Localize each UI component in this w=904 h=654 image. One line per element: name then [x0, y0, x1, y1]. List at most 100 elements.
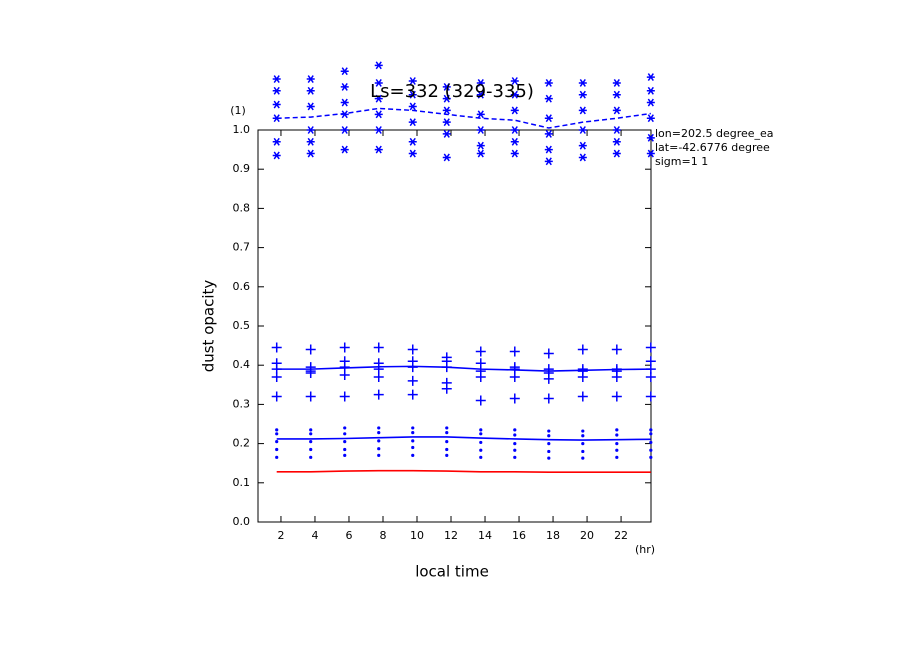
y-tick-label: 0.6 [233, 280, 251, 293]
point-dot [411, 439, 415, 443]
plot-frame [257, 129, 652, 523]
point-star [374, 126, 383, 134]
point-star [578, 106, 587, 115]
y-tick-label: 0.4 [233, 358, 251, 371]
point-star [408, 149, 417, 158]
point-dot [445, 447, 449, 452]
point-plus [271, 342, 282, 353]
point-dot [445, 440, 449, 444]
point-dot [479, 448, 483, 452]
x-axis-label: local time [415, 563, 489, 581]
point-star [408, 118, 417, 127]
point-star [544, 145, 553, 154]
point-star [374, 110, 383, 119]
point-dot [445, 431, 449, 435]
point-dot [275, 455, 279, 459]
point-star [476, 79, 485, 87]
point-star [306, 102, 315, 111]
point-star [306, 149, 315, 158]
x-tick-label: 16 [512, 529, 526, 542]
point-plus [407, 362, 418, 373]
point-star [408, 77, 417, 85]
point-dot [275, 447, 279, 452]
point-star [408, 90, 417, 99]
point-star [374, 145, 383, 154]
y-tick-label: 0.5 [233, 319, 251, 332]
point-plus [441, 383, 452, 394]
y-tick-label: 0.7 [233, 241, 251, 254]
point-dot [309, 447, 313, 452]
x-tick-label: 10 [410, 529, 424, 542]
point-star [272, 100, 281, 109]
point-dot [479, 455, 483, 459]
point-star [272, 137, 281, 146]
point-plus [645, 371, 656, 382]
point-dot [275, 432, 279, 436]
point-star [272, 114, 281, 123]
point-star [476, 110, 485, 119]
x-tick-label: 18 [546, 529, 560, 542]
point-star [476, 141, 485, 150]
point-plus [611, 391, 622, 402]
point-star [510, 90, 519, 99]
point-star [578, 126, 587, 134]
series-line [276, 469, 651, 474]
point-plus [645, 342, 656, 353]
point-plus [305, 391, 316, 402]
point-dot [377, 431, 381, 435]
point-dot [343, 447, 347, 452]
point-dot [581, 456, 585, 460]
point-star [374, 61, 383, 70]
point-star [340, 110, 349, 119]
point-star [612, 79, 621, 87]
point-dot [411, 453, 415, 457]
x-tick-label: 14 [478, 529, 492, 542]
point-plus [645, 391, 656, 402]
point-dot [581, 449, 585, 454]
x-tick-label: 22 [614, 529, 628, 542]
series-line [276, 365, 651, 372]
point-star [646, 149, 655, 158]
y-tick-label: 0.8 [233, 201, 251, 214]
point-star [272, 151, 281, 160]
y-tick-label: 0.3 [233, 397, 251, 410]
point-plus [407, 389, 418, 400]
point-dot [615, 448, 619, 452]
annotations: lon=202.5 degree_ea lat=-42.6776 degree … [655, 127, 774, 168]
point-star [442, 118, 451, 127]
point-plus [611, 344, 622, 355]
point-dot [615, 428, 619, 432]
point-plus [373, 371, 384, 382]
point-plus [373, 389, 384, 400]
point-dot [309, 428, 313, 432]
x-tick-label: 12 [444, 529, 458, 542]
y-tick-label: 0.9 [233, 162, 251, 175]
point-dot [615, 442, 619, 446]
point-star [578, 153, 587, 162]
x-tick-label: 2 [277, 529, 284, 542]
point-star [374, 94, 383, 103]
point-star [544, 129, 553, 138]
point-dot [649, 448, 653, 452]
annotation: sigm=1 1 [655, 155, 708, 168]
point-plus [509, 346, 520, 357]
point-dot [343, 440, 347, 444]
point-star [544, 157, 553, 166]
point-dot [547, 456, 551, 460]
point-star [340, 126, 349, 134]
point-dot [411, 426, 415, 430]
point-plus [577, 371, 588, 382]
point-plus [305, 344, 316, 355]
point-plus [339, 370, 350, 380]
point-plus [577, 344, 588, 355]
point-dot [275, 428, 279, 432]
point-plus [441, 362, 452, 373]
point-plus [373, 342, 384, 353]
point-dot [547, 449, 551, 454]
point-dot [513, 455, 517, 459]
point-dot [377, 439, 381, 443]
point-star [612, 137, 621, 146]
point-plus [339, 391, 350, 402]
